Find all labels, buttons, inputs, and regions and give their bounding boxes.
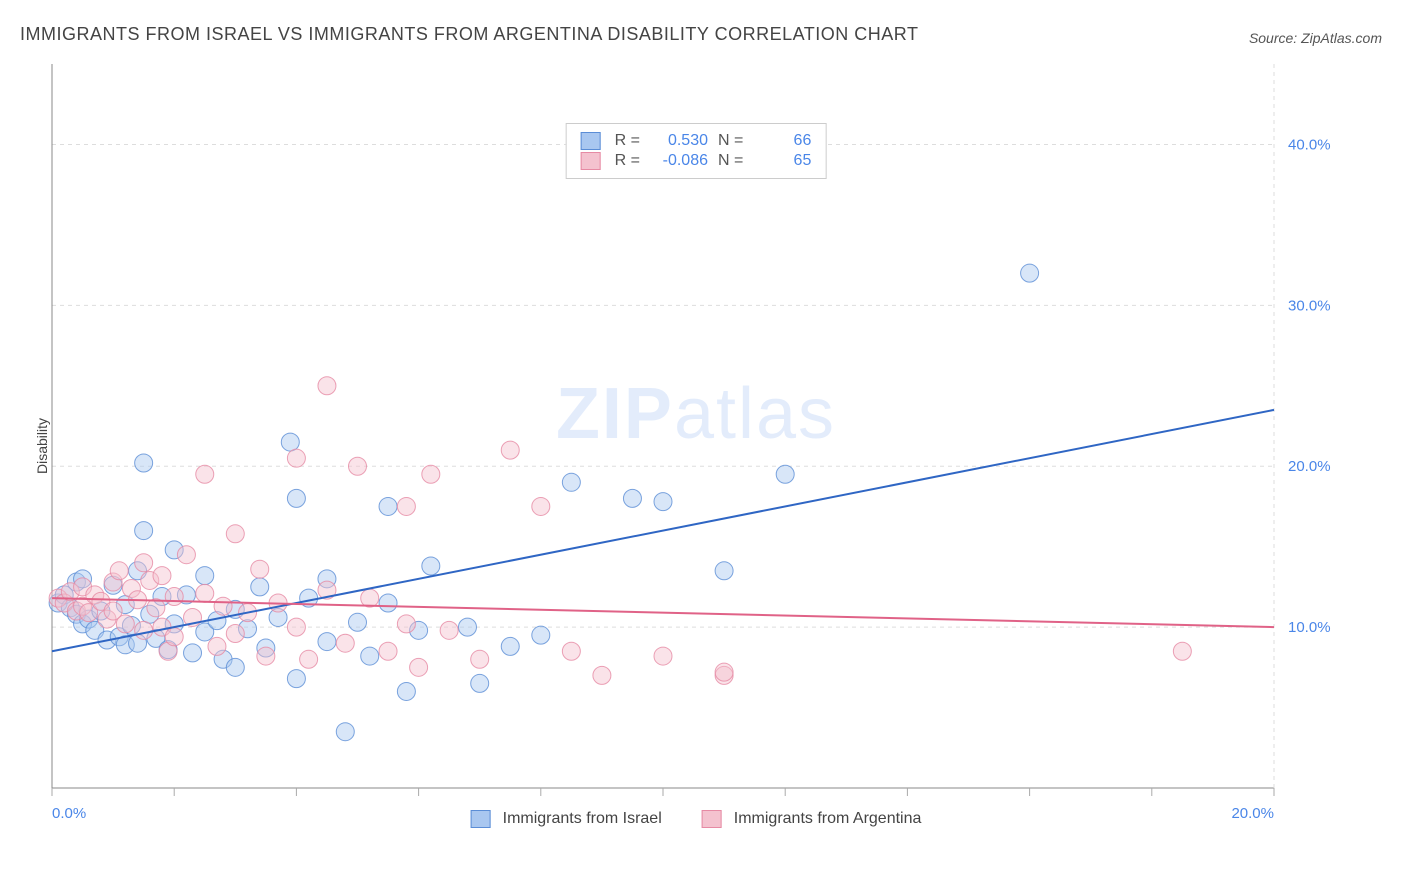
source-credit: Source: ZipAtlas.com bbox=[1249, 30, 1382, 46]
chart-title: IMMIGRANTS FROM ISRAEL VS IMMIGRANTS FRO… bbox=[20, 24, 918, 45]
stats-row: R = 0.530 N = 66 bbox=[581, 132, 812, 150]
stat-n-label: N = bbox=[718, 152, 743, 170]
stat-r-label: R = bbox=[615, 152, 640, 170]
swatch-argentina bbox=[702, 810, 722, 828]
svg-text:20.0%: 20.0% bbox=[1231, 805, 1274, 822]
swatch-israel bbox=[581, 132, 601, 150]
swatch-argentina bbox=[581, 152, 601, 170]
swatch-israel bbox=[471, 810, 491, 828]
legend-label: Immigrants from Israel bbox=[503, 810, 662, 828]
svg-text:10.0%: 10.0% bbox=[1288, 619, 1331, 636]
stat-n-label: N = bbox=[718, 132, 743, 150]
stat-r-label: R = bbox=[615, 132, 640, 150]
legend-label: Immigrants from Argentina bbox=[734, 810, 922, 828]
stat-n-value: 66 bbox=[753, 132, 811, 150]
stat-n-value: 65 bbox=[753, 152, 811, 170]
plot-area: 10.0%20.0%30.0%40.0%0.0%20.0% ZIPatlas R… bbox=[48, 60, 1344, 830]
svg-text:0.0%: 0.0% bbox=[52, 805, 86, 822]
stats-box: R = 0.530 N = 66 R = -0.086 N = 65 bbox=[566, 123, 827, 179]
svg-text:20.0%: 20.0% bbox=[1288, 458, 1331, 475]
stats-row: R = -0.086 N = 65 bbox=[581, 152, 812, 170]
legend-item-argentina: Immigrants from Argentina bbox=[702, 810, 922, 828]
svg-text:30.0%: 30.0% bbox=[1288, 297, 1331, 314]
stat-r-value: -0.086 bbox=[650, 152, 708, 170]
stat-r-value: 0.530 bbox=[650, 132, 708, 150]
series-legend: Immigrants from Israel Immigrants from A… bbox=[471, 810, 922, 828]
legend-item-israel: Immigrants from Israel bbox=[471, 810, 662, 828]
svg-text:40.0%: 40.0% bbox=[1288, 136, 1331, 153]
